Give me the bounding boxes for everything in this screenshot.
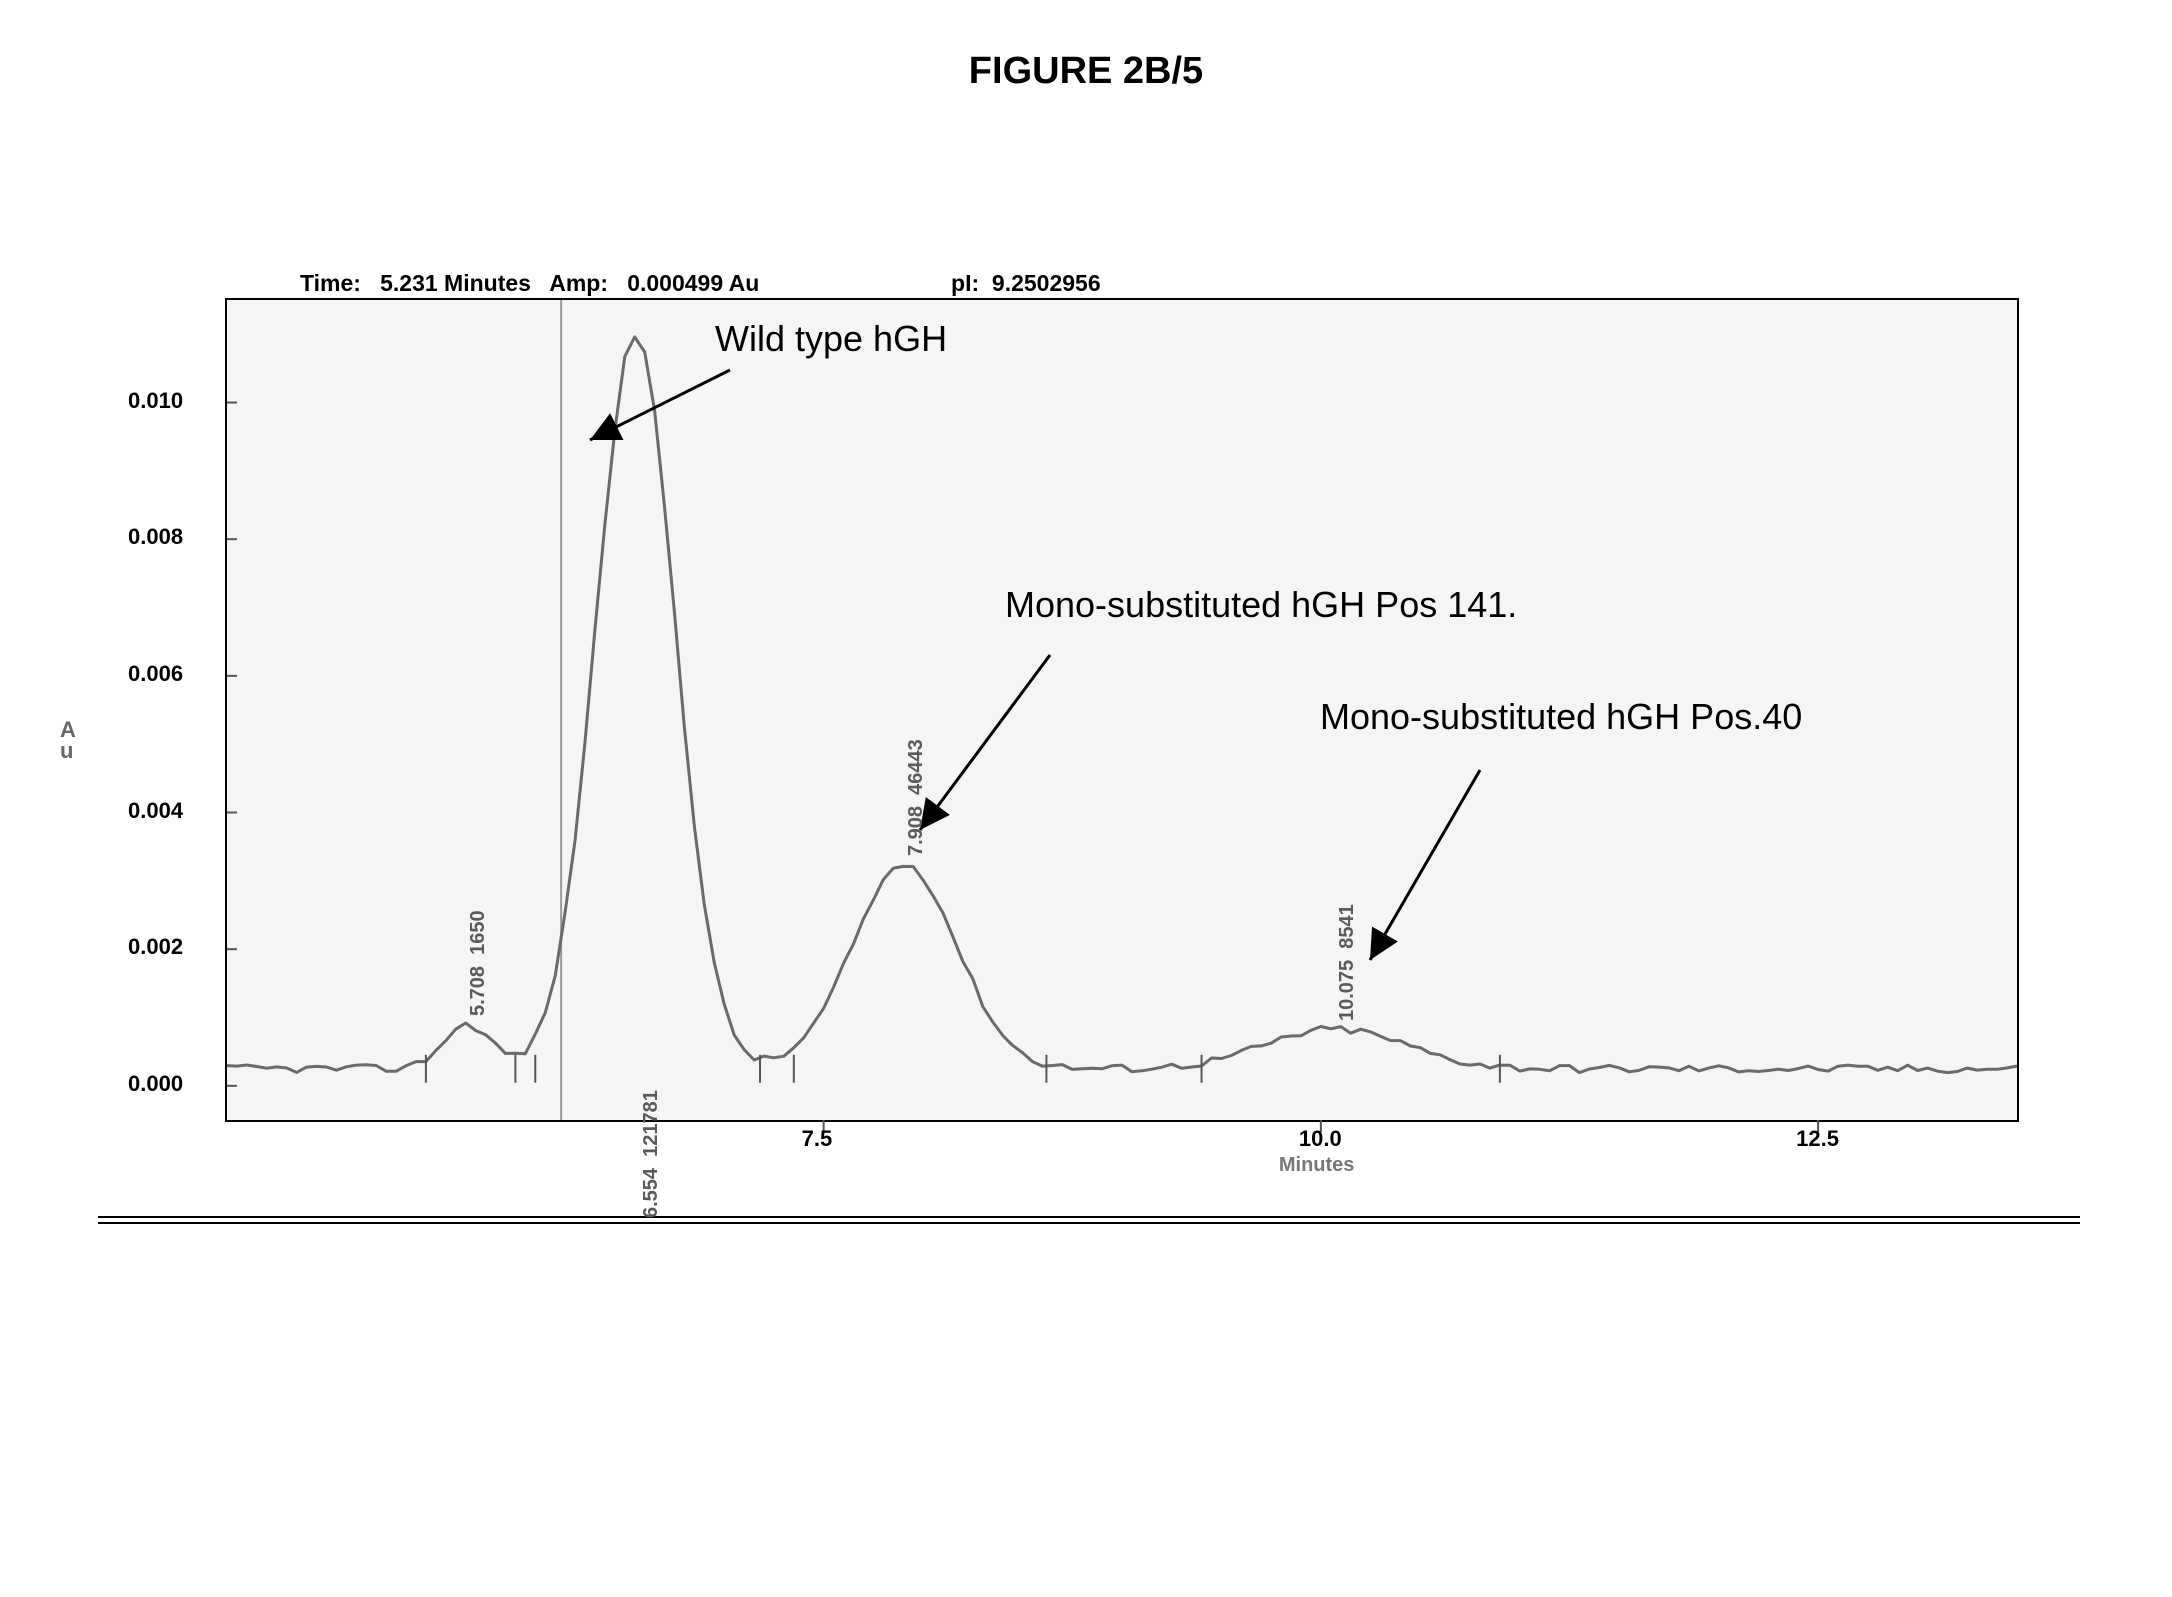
hr-bottom (98, 1222, 2080, 1224)
hr-top (98, 1216, 2080, 1218)
y-tick-label: 0.010 (128, 388, 183, 414)
y-tick-label: 0.000 (128, 1071, 183, 1097)
ann-wild-label: Wild type hGH (715, 318, 947, 360)
peak-label: 5.708 1650 (467, 911, 490, 1017)
y-tick-label: 0.006 (128, 661, 183, 687)
header-readout: Time: 5.231 Minutes Amp: 0.000499 Au pI:… (300, 270, 1101, 297)
y-tick-label: 0.008 (128, 524, 183, 550)
ann-40-label: Mono-substituted hGH Pos.40 (1320, 696, 1802, 738)
x-tick-label: 12.5 (1796, 1126, 1839, 1152)
peak-label: 6.554 121781 (640, 1090, 663, 1218)
y-axis-unit: A u (60, 720, 76, 762)
x-tick-label: 7.5 (802, 1126, 833, 1152)
peak-label: 7.908 46443 (905, 739, 928, 856)
x-tick-label: 10.0 (1299, 1126, 1342, 1152)
x-axis-title: Minutes (1279, 1154, 1355, 1177)
figure-title: FIGURE 2B/5 (0, 50, 2172, 93)
peak-label: 10.075 8541 (1336, 904, 1359, 1021)
page-root: FIGURE 2B/5 Time: 5.231 Minutes Amp: 0.0… (0, 0, 2172, 1597)
ann-141-label: Mono-substituted hGH Pos 141. (1005, 584, 1517, 626)
y-axis-unit-bottom: u (60, 741, 76, 762)
y-tick-label: 0.004 (128, 798, 183, 824)
y-tick-label: 0.002 (128, 934, 183, 960)
